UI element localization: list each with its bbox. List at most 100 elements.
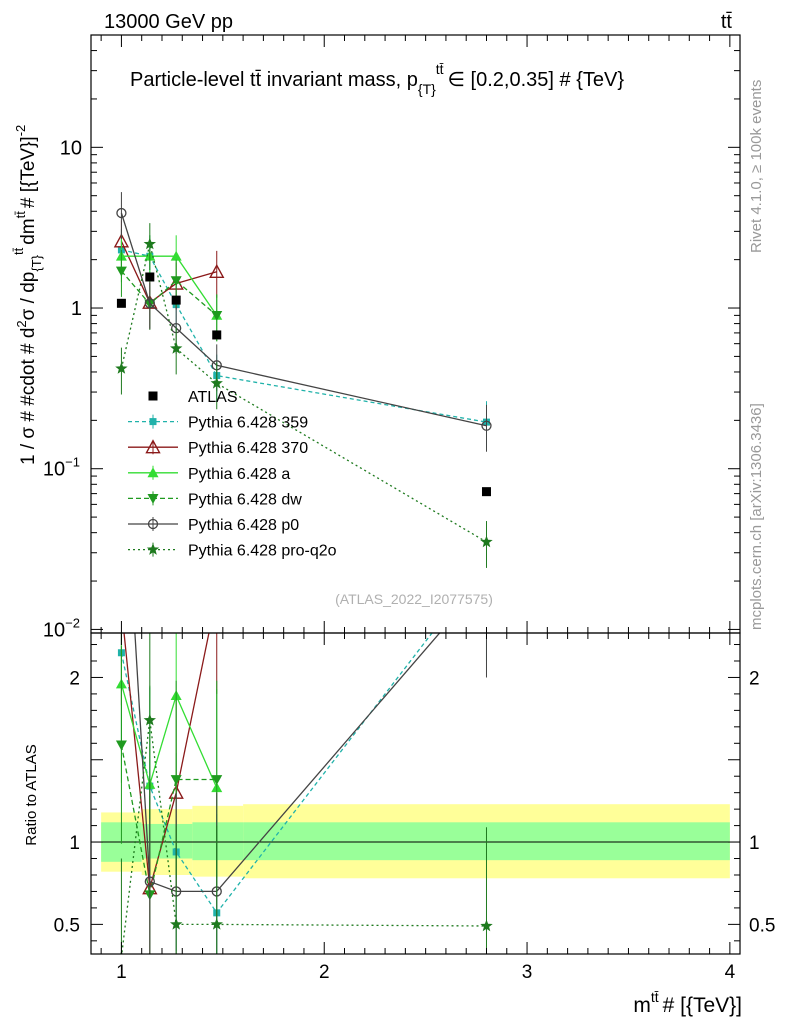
main-ylabel-tail: # [{TeV}] <box>18 136 39 208</box>
ratio-panel: 1 2 3 4 2 2 1 1 0.5 0.5 <box>54 403 775 983</box>
main-ytick-label: 10−2 <box>43 615 80 641</box>
main-title-main: Particle-level tt̄ invariant mass, p <box>130 69 418 91</box>
ratio-ytick-label-right: 2 <box>749 668 760 689</box>
series-point <box>209 263 225 279</box>
main-ylabel-sup2: 2 <box>14 320 29 327</box>
ratio-ytick-label-left: 1 <box>69 833 80 854</box>
ratio-point <box>210 589 223 601</box>
main-ytick-base: 10 <box>60 137 82 159</box>
main-ytick-base: 10 <box>43 619 65 641</box>
main-title-sub: {T} <box>418 81 436 97</box>
ratio-ytick-label-left: 0.5 <box>54 915 80 936</box>
atlas-point <box>212 330 222 340</box>
main-ylabel: 1 / σ # #cdot # d2σ / dp{T}tt̄dmtt̄# [{T… <box>11 125 44 465</box>
ratio-line-5 <box>121 720 487 954</box>
main-title-sup: tt̄ <box>436 61 444 77</box>
series-point <box>170 342 183 354</box>
xtick-label: 3 <box>522 962 533 983</box>
ratio-ytick-label-left: 2 <box>69 668 80 689</box>
series-point <box>480 535 493 548</box>
legend-label: Pythia 6.428 pro-q2o <box>188 543 337 560</box>
ratio-point <box>210 917 223 930</box>
ratio-point <box>115 600 128 612</box>
series-line-2 <box>121 255 218 316</box>
series-point <box>211 310 223 321</box>
ratio-point <box>143 713 156 726</box>
legend-label: Pythia 6.428 dw <box>188 491 302 508</box>
ratio-point <box>144 876 155 887</box>
main-series-group <box>113 192 493 568</box>
legend-marker <box>149 418 157 426</box>
ratio-ytick-label-right: 1 <box>749 833 760 854</box>
mcplots-label: mcplots.cern.ch [arXiv:1306.3436] <box>748 403 765 630</box>
series-point <box>170 276 182 287</box>
xlabel: mtt̄ # [{TeV}] <box>633 989 742 1017</box>
legend-marker <box>147 518 159 530</box>
legend-marker <box>147 467 159 478</box>
ratio-point <box>170 917 183 930</box>
xlabel-main: m <box>633 994 651 1017</box>
xtick-label: 2 <box>319 962 330 983</box>
atlas-point <box>481 487 491 497</box>
legend-label: Pythia 6.428 359 <box>188 415 308 432</box>
main-ylabel-sup-exp: -2 <box>13 125 28 137</box>
legend: ATLAS Pythia 6.428 359 Pythia 6.428 370 Pyt… <box>128 389 337 560</box>
main-ytick-base: 10 <box>43 459 65 481</box>
main-title: Particle-level tt̄ invariant mass, p{T}t… <box>130 61 624 97</box>
header-left: 13000 GeV pp <box>104 11 233 33</box>
series-point <box>115 362 128 374</box>
series-point <box>143 237 156 250</box>
legend-label: Pythia 6.428 370 <box>188 440 308 457</box>
series-point <box>170 250 182 261</box>
ratio-point <box>117 403 126 412</box>
atlas-point <box>171 295 181 305</box>
xlabel-tail: # [{TeV}] <box>663 994 742 1017</box>
main-ylabel-mid: σ / dp <box>18 272 39 321</box>
series-line-3 <box>120 270 218 316</box>
main-ytick-label: 10−1 <box>43 455 80 481</box>
legend-atlas-label: ATLAS <box>188 389 238 406</box>
atlas-point <box>145 272 155 282</box>
xtick-label: 1 <box>116 962 127 983</box>
header-right: tt̄ <box>721 11 733 33</box>
series-point <box>115 266 127 277</box>
main-ylabel-sup-tt2: tt̄ <box>13 211 28 219</box>
rivet-label: Rivet 4.1.0, ≥ 100k events <box>748 80 765 253</box>
series-point <box>116 207 127 219</box>
legend-marker <box>146 543 160 555</box>
xlabel-sup: tt̄ <box>651 989 659 1005</box>
ratio-point <box>211 775 223 786</box>
main-ytick-base: 1 <box>71 298 82 320</box>
series-point <box>210 376 223 389</box>
xtick-label: 4 <box>725 962 736 983</box>
legend-marker <box>145 439 161 454</box>
ratio-band-green <box>192 822 244 861</box>
ratio-point <box>482 574 491 583</box>
main-ylabel-main: 1 / σ # #cdot # d <box>18 328 39 465</box>
ratio-point <box>115 740 127 751</box>
legend-label: Pythia 6.428 a <box>188 466 290 483</box>
ratio-frame <box>90 632 741 955</box>
ratio-line-2 <box>120 683 218 788</box>
main-ylabel-mid2: dm <box>18 218 39 244</box>
ratio-line-3 <box>120 744 217 895</box>
main-ylabel-sub: {T} <box>29 254 44 271</box>
ratio-line-0 <box>120 633 433 914</box>
legend-atlas-marker <box>148 391 158 401</box>
series-point <box>144 298 155 309</box>
ratio-series-group <box>115 403 493 954</box>
ratio-point <box>170 775 182 786</box>
legend-label: Pythia 6.428 p0 <box>188 517 299 534</box>
main-ylabel-sup-tt: tt̄ <box>11 247 26 255</box>
main-ytick-exp: −2 <box>65 615 80 630</box>
series-point <box>481 420 492 431</box>
atlas-point <box>116 298 126 308</box>
ratio-point <box>480 919 493 932</box>
ratio-ylabel: Ratio to ATLAS <box>23 744 40 845</box>
ratio-line-1 <box>123 633 210 889</box>
legend-marker <box>147 494 159 504</box>
watermark: (ATLAS_2022_I2077575) <box>335 591 493 607</box>
main-ytick-label: 1 <box>71 298 82 320</box>
